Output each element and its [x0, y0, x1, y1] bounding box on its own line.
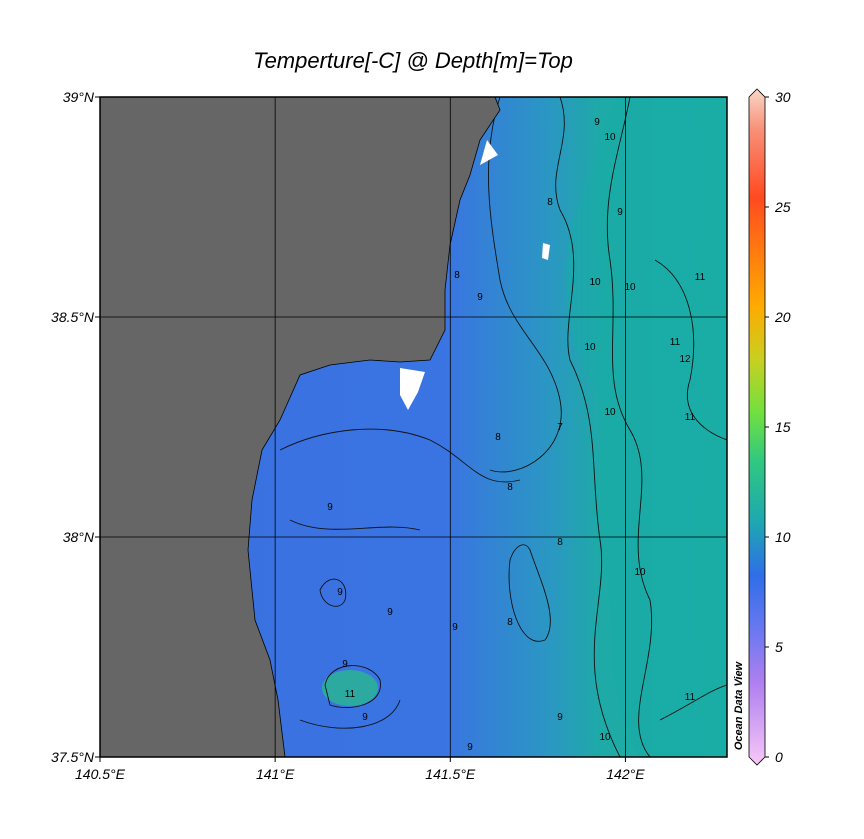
y-tick-label: 38°N	[63, 529, 95, 545]
contour-label: 9	[387, 607, 393, 618]
contour-label: 9	[557, 712, 563, 723]
contour-label: 8	[507, 617, 513, 628]
contour-label: 10	[604, 407, 616, 418]
contour-label: 10	[604, 132, 616, 143]
contour-label: 9	[594, 117, 600, 128]
contour-label: 9	[327, 502, 333, 513]
land	[100, 97, 501, 757]
contour-label: 11	[345, 689, 356, 700]
contour-label: 12	[679, 354, 691, 365]
no-data	[400, 140, 550, 410]
x-tick-label: 140.5°E	[75, 766, 126, 782]
colorbar-tick-label: 0	[775, 749, 783, 765]
contour-label: 10	[589, 277, 601, 288]
map-body	[100, 97, 727, 757]
contour-label: 9	[477, 292, 483, 303]
colorbar-tick-label: 10	[775, 529, 791, 545]
contour-label: 11	[685, 692, 696, 703]
credit: Ocean Data View	[733, 660, 745, 750]
x-tick-label: 141.5°E	[425, 766, 476, 782]
contour-label: 8	[507, 482, 513, 493]
contour-label: 8	[495, 432, 501, 443]
contour-label: 9	[452, 622, 458, 633]
contour-label: 11	[685, 412, 696, 423]
colorbar-tick-label: 30	[775, 89, 791, 105]
contour-label: 11	[670, 337, 681, 348]
contour-label: 9	[467, 742, 473, 753]
colorbar	[748, 88, 766, 766]
contour-label: 9	[342, 659, 348, 670]
contour-label: 9	[617, 207, 623, 218]
warm-eddy	[322, 670, 378, 706]
contour-label: 8	[454, 270, 460, 281]
contour-label: 10	[584, 342, 596, 353]
colorbar-tick-label: 5	[775, 639, 783, 655]
x-tick-label: 142°E	[606, 766, 645, 782]
contour-label: 10	[599, 732, 611, 743]
contour-label: 8	[557, 537, 563, 548]
contour-label: 8	[547, 197, 553, 208]
y-tick-label: 38.5°N	[51, 309, 95, 325]
x-tick-label: 141°E	[256, 766, 295, 782]
colorbar-tick-label: 15	[775, 419, 791, 435]
contours	[279, 97, 727, 757]
y-tick-label: 39°N	[63, 89, 95, 105]
contour-label: 11	[695, 272, 706, 283]
contour-label: 10	[634, 567, 646, 578]
contour-label: 9	[337, 587, 343, 598]
contour-label: 10	[624, 282, 636, 293]
colorbar-tick-label: 20	[774, 309, 791, 325]
contour-label: 9	[362, 712, 368, 723]
map-title: Temperture[-C] @ Depth[m]=Top	[253, 48, 573, 73]
y-tick-label: 37.5°N	[51, 749, 95, 765]
warm-water	[566, 97, 727, 757]
contour-label: 7	[557, 422, 563, 433]
map-frame	[99, 96, 728, 758]
colorbar-tick-label: 25	[774, 199, 791, 215]
